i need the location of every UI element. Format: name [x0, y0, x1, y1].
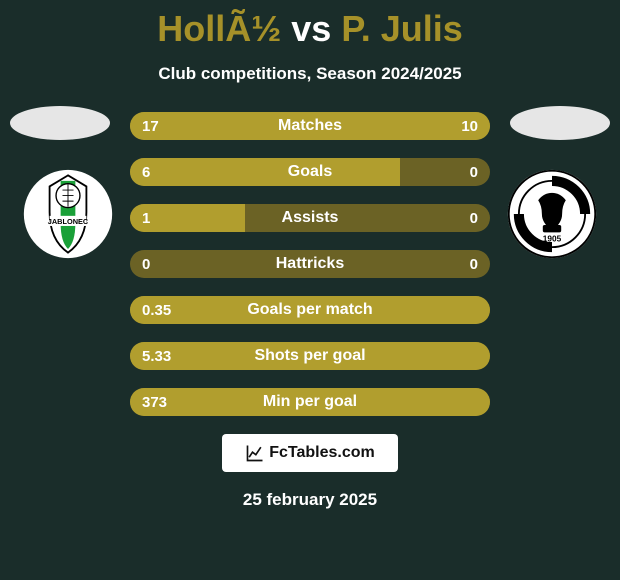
- comparison-title: HollÃ½ vs P. Julis: [0, 0, 620, 50]
- stat-label: Min per goal: [130, 388, 490, 416]
- stat-row-min-per-goal: 373Min per goal: [130, 388, 490, 416]
- svg-text:1905: 1905: [543, 235, 562, 244]
- comparison-body: JABLONEC 1905 1710Matches 60Goals 10Assist…: [0, 112, 620, 416]
- right-shadow-ellipse: [510, 106, 610, 140]
- stat-row-hattricks: 00Hattricks: [130, 250, 490, 278]
- left-shadow-ellipse: [10, 106, 110, 140]
- fk-jablonec-logo: JABLONEC: [22, 168, 114, 260]
- date-text: 25 february 2025: [0, 490, 620, 510]
- stat-row-goals-per-match: 0.35Goals per match: [130, 296, 490, 324]
- credit-text: FcTables.com: [269, 444, 375, 462]
- stat-row-matches: 1710Matches: [130, 112, 490, 140]
- stat-label: Goals: [130, 158, 490, 186]
- stat-bars: 1710Matches 60Goals 10Assists 00Hattricks 0.…: [130, 112, 490, 416]
- svg-text:JABLONEC: JABLONEC: [48, 217, 89, 226]
- fc-hradec-kralove-logo: 1905: [506, 168, 598, 260]
- fctables-credit[interactable]: FcTables.com: [222, 434, 398, 472]
- stat-label: Goals per match: [130, 296, 490, 324]
- vs-text: vs: [291, 8, 331, 49]
- stat-label: Assists: [130, 204, 490, 232]
- stat-row-assists: 10Assists: [130, 204, 490, 232]
- player1-name: HollÃ½: [157, 8, 281, 49]
- player2-name: P. Julis: [341, 8, 462, 49]
- stat-label: Shots per goal: [130, 342, 490, 370]
- subtitle: Club competitions, Season 2024/2025: [0, 64, 620, 84]
- chart-icon: [245, 443, 265, 463]
- stat-label: Hattricks: [130, 250, 490, 278]
- stat-row-goals: 60Goals: [130, 158, 490, 186]
- stat-label: Matches: [130, 112, 490, 140]
- stat-row-shots-per-goal: 5.33Shots per goal: [130, 342, 490, 370]
